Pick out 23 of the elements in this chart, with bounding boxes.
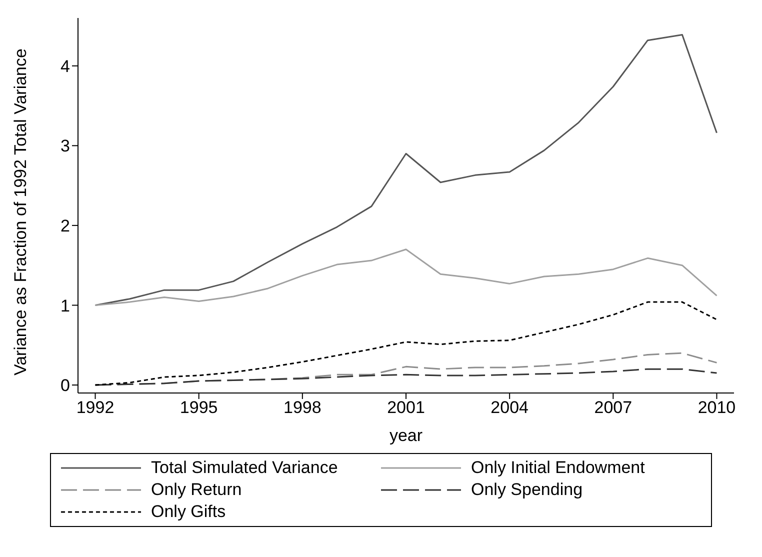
legend-label: Only Return <box>151 480 242 500</box>
x-tick-label: 1992 <box>76 398 114 418</box>
x-tick-label: 2004 <box>490 398 528 418</box>
x-tick-label: 1998 <box>284 398 322 418</box>
legend-label: Only Gifts <box>151 502 226 522</box>
legend-label: Only Initial Endowment <box>471 458 645 478</box>
y-axis-title: Variance as Fraction of 1992 Total Variance <box>11 48 30 376</box>
x-axis-title: year <box>389 426 423 445</box>
x-tick-label: 1995 <box>180 398 218 418</box>
x-tick-label: 2010 <box>698 398 736 418</box>
y-tick-label: 2 <box>60 216 70 236</box>
line-series <box>94 34 718 306</box>
y-tick-label: 0 <box>60 376 70 396</box>
legend-label: Total Simulated Variance <box>151 458 338 478</box>
y-tick-label: 3 <box>60 136 70 156</box>
line-series <box>94 248 718 306</box>
y-tick-label: 1 <box>60 296 70 316</box>
x-tick-label: 2001 <box>387 398 425 418</box>
line-series <box>94 368 718 386</box>
x-tick-label: 2007 <box>594 398 632 418</box>
line-series <box>94 301 718 386</box>
y-tick-label: 4 <box>60 56 70 76</box>
legend-label: Only Spending <box>471 480 583 500</box>
